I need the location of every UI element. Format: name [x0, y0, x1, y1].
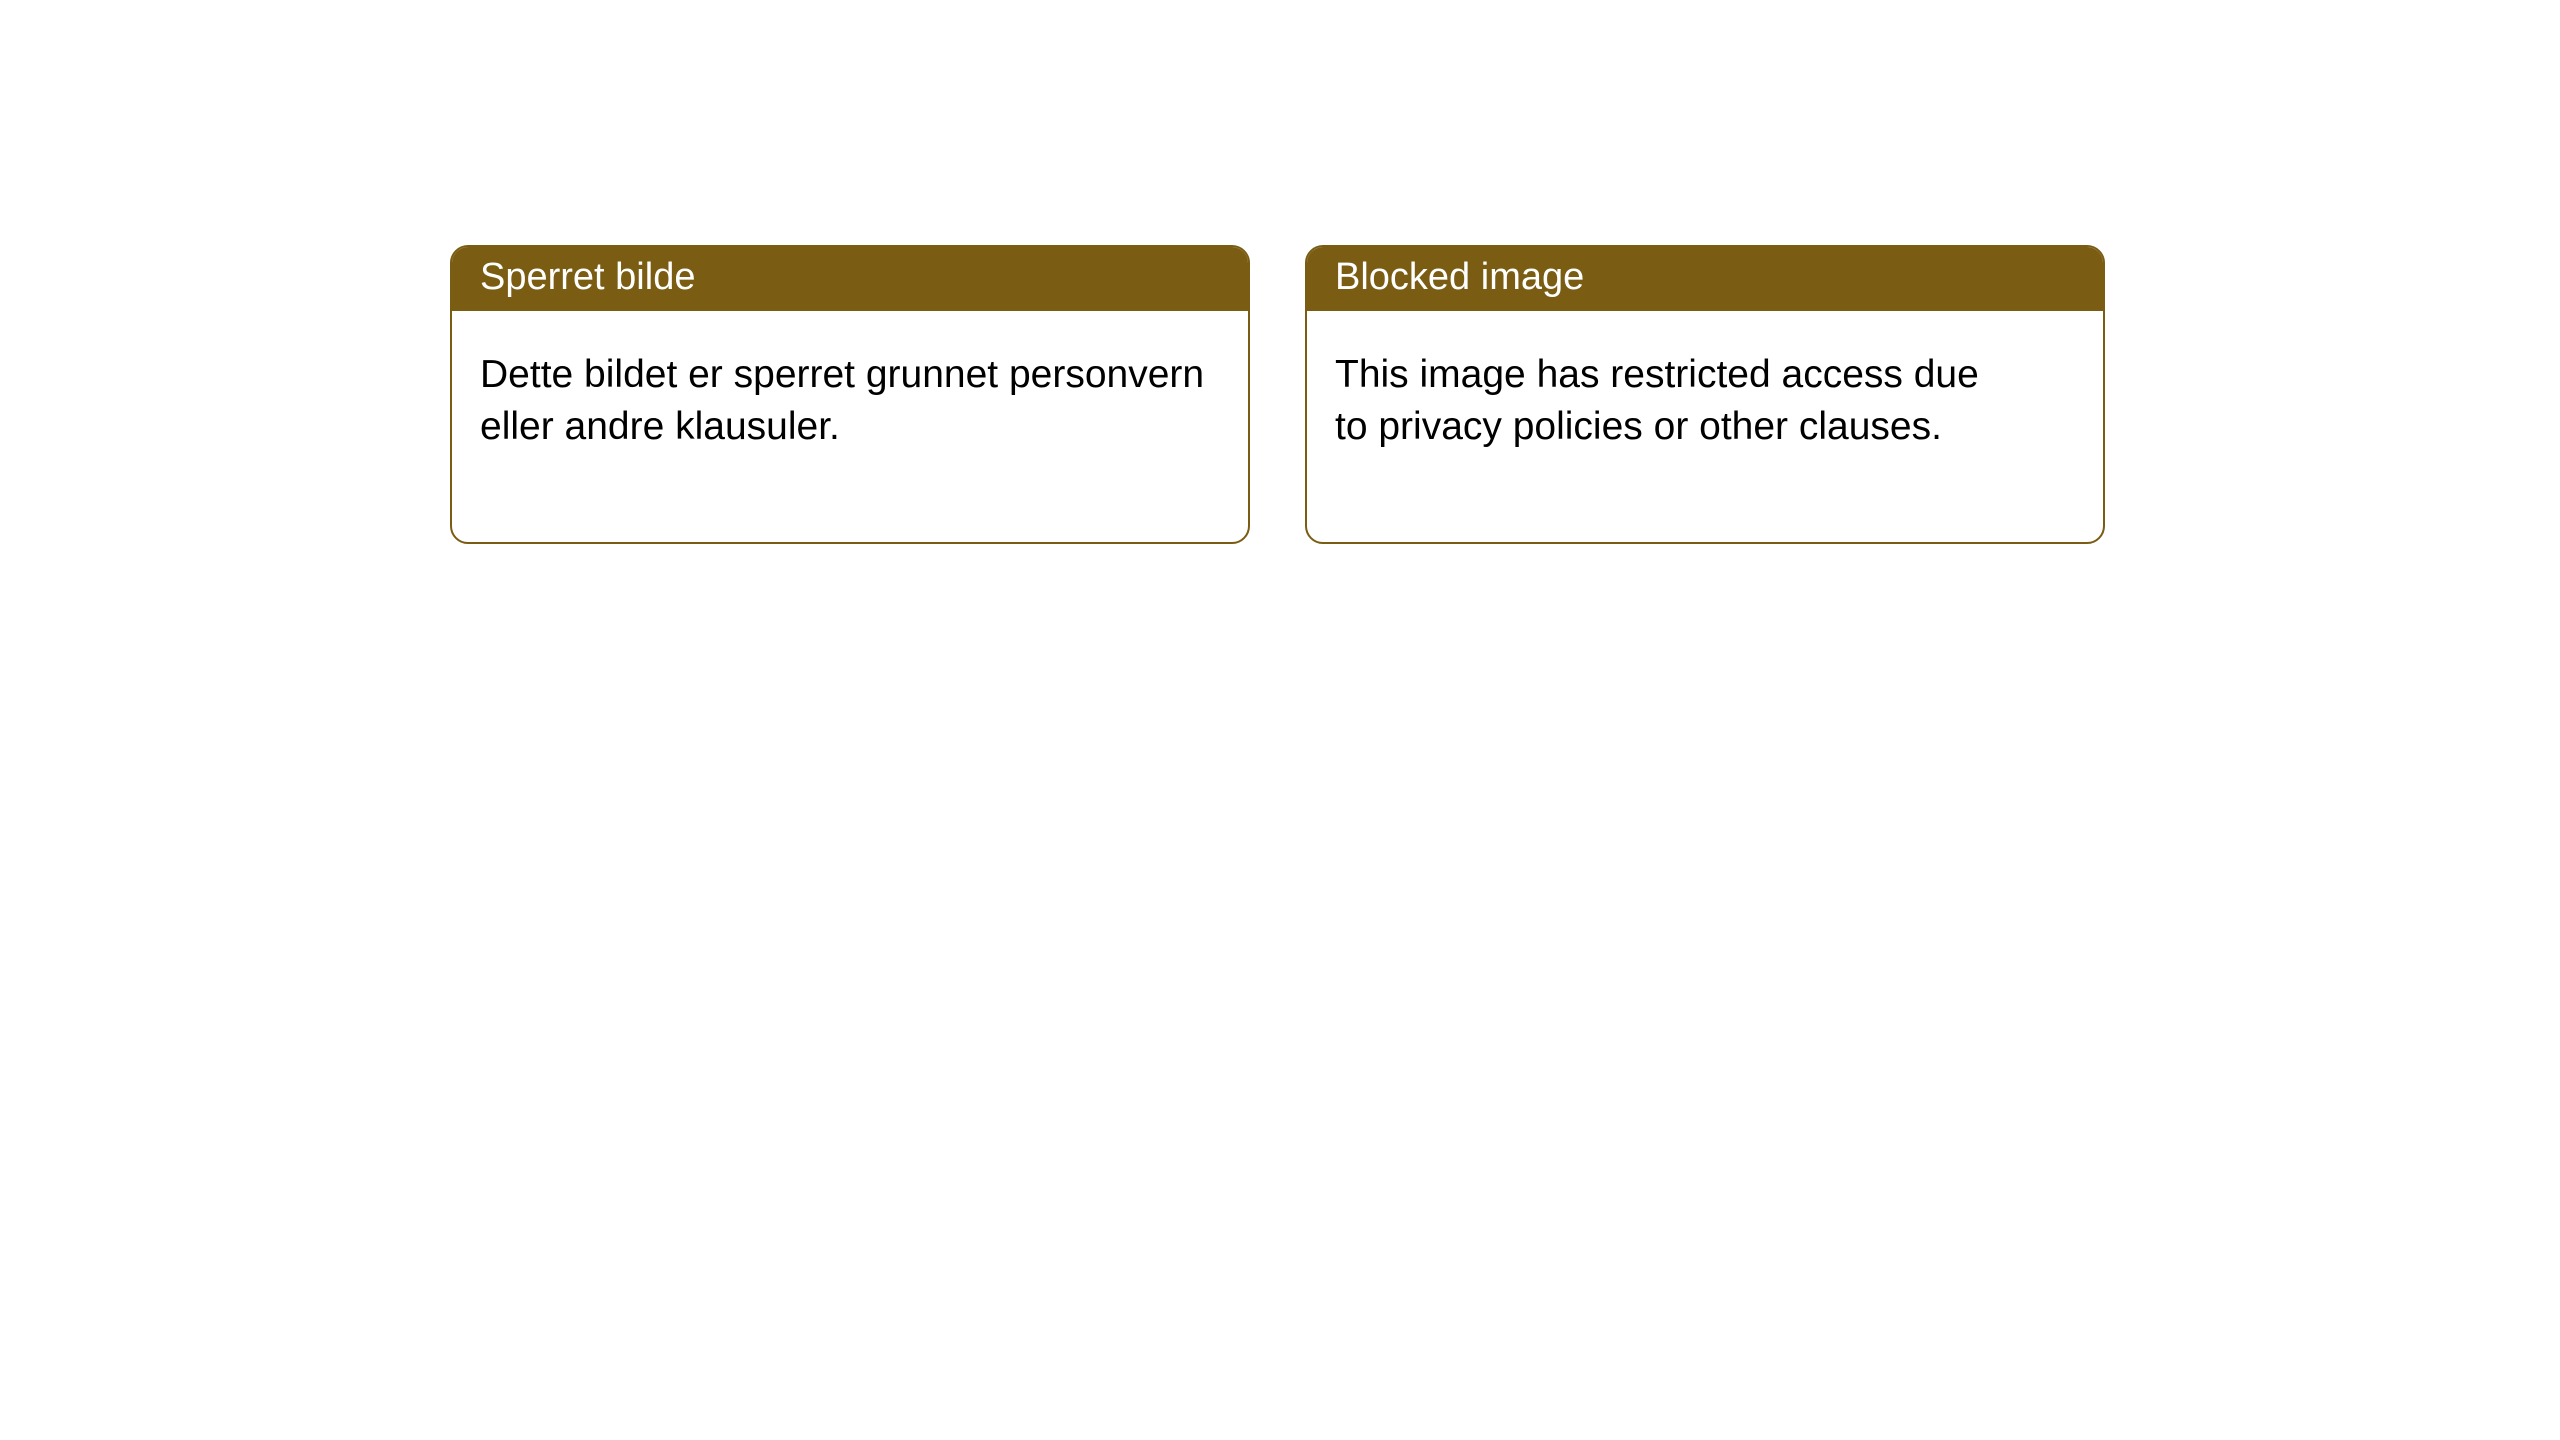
- notice-title-norwegian: Sperret bilde: [452, 247, 1248, 311]
- notice-container: Sperret bilde Dette bildet er sperret gr…: [0, 0, 2560, 544]
- notice-title-english: Blocked image: [1307, 247, 2103, 311]
- notice-body-english: This image has restricted access due to …: [1307, 311, 2103, 542]
- notice-card-norwegian: Sperret bilde Dette bildet er sperret gr…: [450, 245, 1250, 544]
- notice-card-english: Blocked image This image has restricted …: [1305, 245, 2105, 544]
- notice-body-norwegian: Dette bildet er sperret grunnet personve…: [452, 311, 1248, 542]
